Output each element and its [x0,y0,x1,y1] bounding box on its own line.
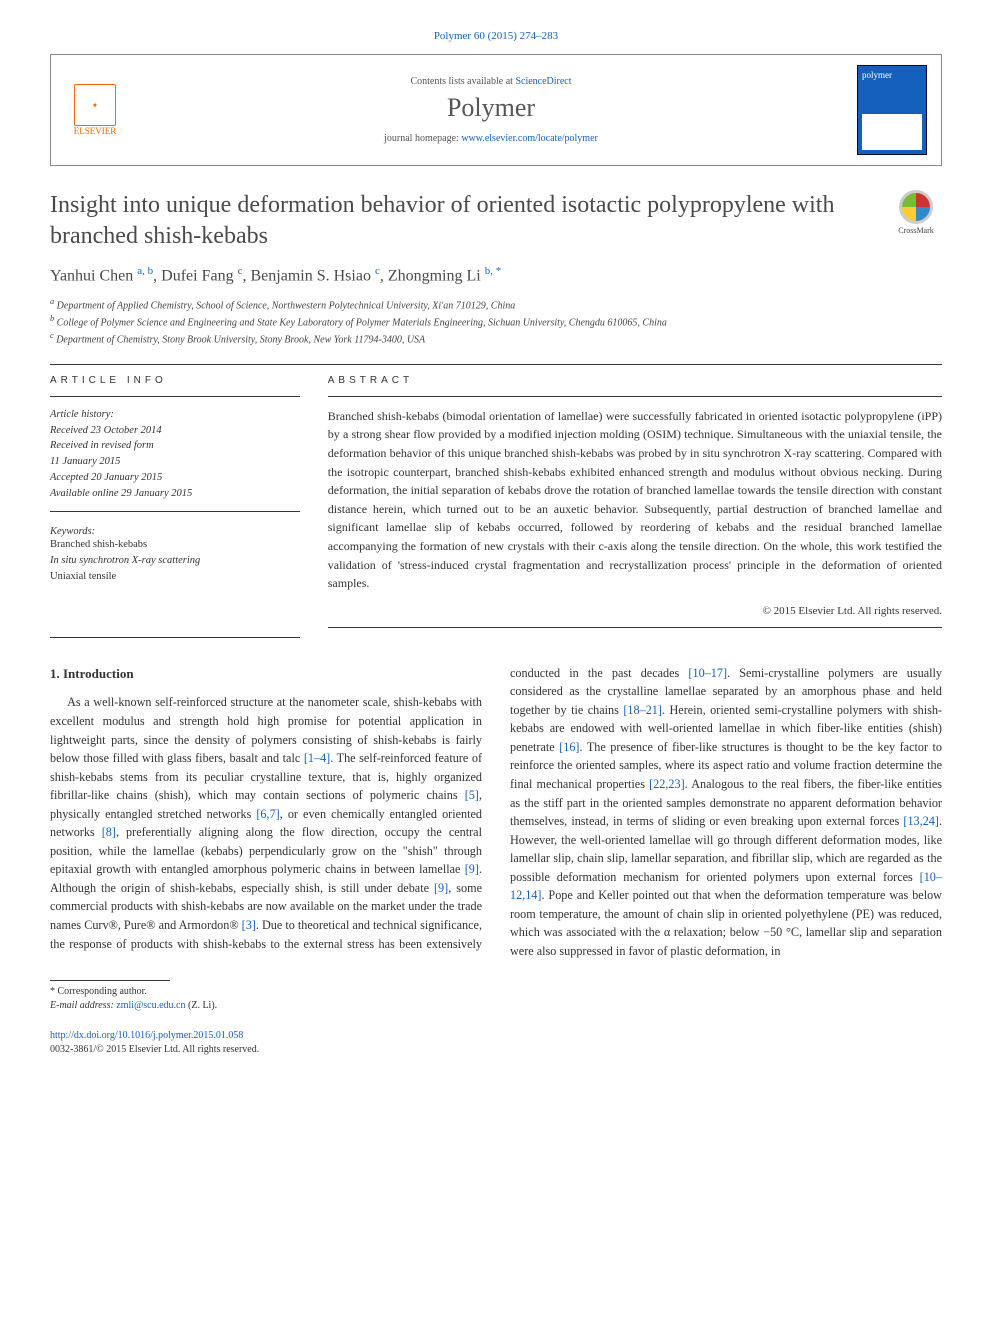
elsevier-tree-icon: ✦ [74,84,116,126]
affiliations: a Department of Applied Chemistry, Schoo… [50,296,942,348]
ref-9b[interactable]: [9] [434,881,448,895]
ref-5[interactable]: [5] [465,788,479,802]
crossmark-icon [899,190,933,224]
ref-8[interactable]: [8] [102,825,116,839]
rule-info-2 [50,511,300,512]
affiliation-a: a Department of Applied Chemistry, Schoo… [50,296,942,313]
author-4: Zhongming Li [388,268,481,285]
ref-10-17[interactable]: [10–17] [688,666,727,680]
keyword-0: Branched shish-kebabs [50,539,147,550]
homepage-line: journal homepage: www.elsevier.com/locat… [143,133,839,144]
rule-abstract-2 [328,627,942,628]
rule-abstract-1 [328,396,942,397]
keywords-head: Keywords: [50,526,300,537]
rule-above-info [50,364,942,365]
crossmark-label: CrossMark [898,226,934,235]
ref-22-23[interactable]: [22,23] [649,777,685,791]
homepage-prefix: journal homepage: [384,133,461,144]
history-line-4: Available online 29 January 2015 [50,488,192,499]
email-label: E-mail address: [50,1000,114,1011]
author-4-affil[interactable]: b, * [485,265,502,277]
doi-link[interactable]: http://dx.doi.org/10.1016/j.polymer.2015… [50,1030,243,1041]
doi-block: http://dx.doi.org/10.1016/j.polymer.2015… [50,1029,942,1057]
header-middle: Contents lists available at ScienceDirec… [143,76,839,144]
affiliation-c: c Department of Chemistry, Stony Brook U… [50,330,942,347]
sciencedirect-link[interactable]: ScienceDirect [515,76,571,87]
author-2-affil[interactable]: c [238,265,243,277]
journal-cover-thumbnail[interactable]: polymer [857,65,927,155]
ref-18-21[interactable]: [18–21] [623,703,662,717]
article-history: Article history: Received 23 October 201… [50,407,300,502]
history-line-2: 11 January 2015 [50,456,120,467]
journal-header-box: ✦ ELSEVIER Contents lists available at S… [50,54,942,166]
ref-1-4[interactable]: [1–4] [304,751,330,765]
rule-info-1 [50,396,300,397]
cover-title: polymer [862,70,922,80]
ref-16[interactable]: [16] [559,740,579,754]
section-1-heading: 1. Introduction [50,664,482,684]
journal-name: Polymer [143,93,839,123]
elsevier-logo[interactable]: ✦ ELSEVIER [65,75,125,145]
body-columns: 1. Introduction As a well-known self-rei… [50,664,942,961]
author-1-affil[interactable]: a, b [137,265,153,277]
ref-6-7[interactable]: [6,7] [256,807,279,821]
email-link[interactable]: zmli@scu.edu.cn [116,1000,185,1011]
author-3: Benjamin S. Hsiao [251,268,371,285]
publisher-label: ELSEVIER [74,126,117,136]
article-info-col: ARTICLE INFO Article history: Received 2… [50,375,300,638]
affiliation-b: b College of Polymer Science and Enginee… [50,313,942,330]
keyword-1: In situ synchrotron X-ray scattering [50,555,200,566]
ref-13-24[interactable]: [13,24] [903,814,939,828]
author-1: Yanhui Chen [50,268,133,285]
email-who: (Z. Li). [188,1000,217,1011]
contents-prefix: Contents lists available at [410,76,515,87]
keyword-2: Uniaxial tensile [50,571,116,582]
corresponding-author-note: * Corresponding author. E-mail address: … [50,985,942,1013]
ref-3[interactable]: [3] [242,918,256,932]
journal-reference: Polymer 60 (2015) 274–283 [50,30,942,42]
author-3-affil[interactable]: c [375,265,380,277]
issn-copyright: 0032-3861/© 2015 Elsevier Ltd. All right… [50,1044,259,1055]
section-title: Introduction [63,666,134,681]
article-info-label: ARTICLE INFO [50,375,300,386]
author-2: Dufei Fang [161,268,233,285]
history-line-3: Accepted 20 January 2015 [50,472,162,483]
history-line-0: Received 23 October 2014 [50,425,162,436]
body-paragraph-1: As a well-known self-reinforced structur… [50,664,942,961]
article-title: Insight into unique deformation behavior… [50,190,876,251]
history-head: Article history: [50,409,114,420]
abstract-col: ABSTRACT Branched shish-kebabs (bimodal … [328,375,942,638]
title-row: Insight into unique deformation behavior… [50,190,942,251]
footnote-rule [50,980,170,981]
abstract-text: Branched shish-kebabs (bimodal orientati… [328,407,942,593]
journal-ref-text[interactable]: Polymer 60 (2015) 274–283 [434,30,558,42]
section-number: 1. [50,666,60,681]
corr-label: * Corresponding author. [50,986,147,997]
info-abstract-row: ARTICLE INFO Article history: Received 2… [50,375,942,638]
cover-image-placeholder [862,114,922,150]
keywords-list: Branched shish-kebabs In situ synchrotro… [50,537,300,584]
abstract-label: ABSTRACT [328,375,942,386]
history-line-1: Received in revised form [50,440,154,451]
authors-line: Yanhui Chen a, b, Dufei Fang c, Benjamin… [50,265,942,285]
ref-9a[interactable]: [9] [465,862,479,876]
contents-line: Contents lists available at ScienceDirec… [143,76,839,87]
crossmark-badge[interactable]: CrossMark [890,190,942,235]
homepage-link[interactable]: www.elsevier.com/locate/polymer [461,133,598,144]
abstract-copyright: © 2015 Elsevier Ltd. All rights reserved… [328,605,942,617]
